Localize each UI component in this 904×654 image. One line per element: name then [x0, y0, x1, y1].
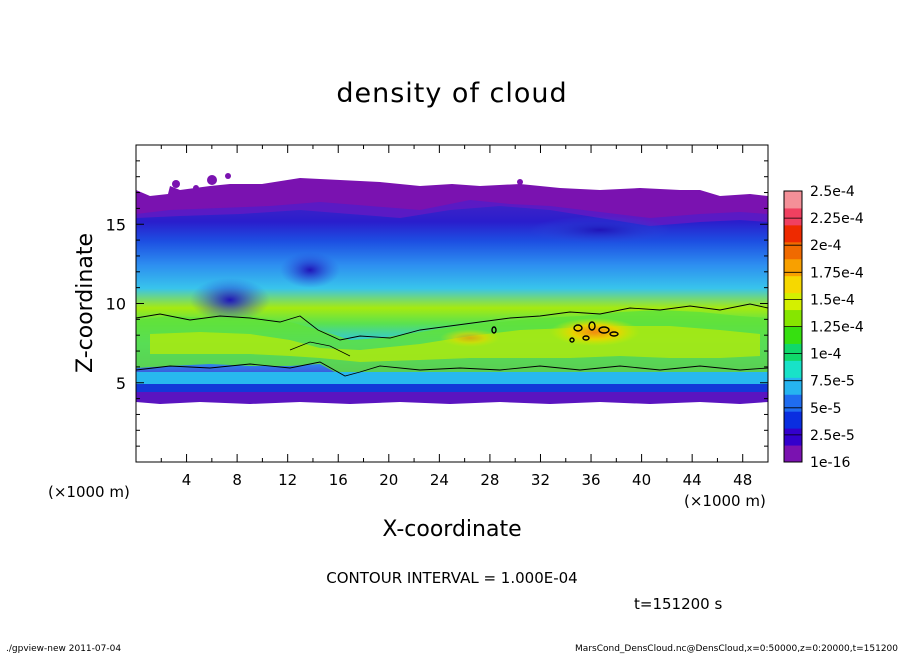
colorbar: 1e-16 2.5e-5 5e-5 7.5e-5 1e-4 1.25e-4 1.5e-4 1.…: [783, 184, 864, 471]
x-tick-label: 36: [581, 471, 600, 489]
colorbar-label: 2.5e-4: [810, 184, 855, 200]
cloud-base-purple: [136, 392, 768, 404]
colorbar-swatch: [784, 258, 802, 277]
contour-line-lower: [136, 361, 768, 377]
peak-contours: [491, 321, 619, 343]
y-tick-label: 5: [116, 374, 126, 393]
colorbar-label: 1.25e-4: [810, 320, 864, 336]
x-axis-ticks: 4 8 12 16 20 24 28 32 36 40 44 48: [160, 145, 752, 489]
colorbar-label: 7.5e-5: [810, 374, 855, 390]
colorbar-swatch: [784, 343, 802, 361]
colorbar-swatch: [784, 411, 802, 429]
y-axis-label: Z-coordinate: [73, 233, 98, 373]
hot-spot: [550, 318, 640, 346]
x-tick-label: 8: [232, 471, 242, 489]
x-tick-label: 48: [733, 471, 752, 489]
colorbar-swatch: [784, 360, 802, 378]
dark-region-1: [190, 278, 270, 322]
colorbar-label: 1.5e-4: [810, 292, 855, 308]
x-tick-label: 32: [531, 471, 550, 489]
colorbar-label: 1e-16: [810, 455, 850, 471]
colorbar-swatch: [784, 292, 802, 311]
chart-title: density of cloud: [336, 78, 567, 109]
colorbar-swatch: [784, 394, 802, 412]
colorbar-label: 2.25e-4: [810, 211, 864, 227]
colorbar-swatch: [784, 428, 802, 446]
cloud-fragments: [172, 173, 740, 204]
x-tick-label: 20: [379, 471, 398, 489]
y-axis-ticks: 5 10 15: [106, 160, 768, 447]
colorbar-label: 1.75e-4: [810, 265, 864, 281]
colorbar-swatch: [784, 445, 802, 463]
y-tick-label: 15: [106, 215, 126, 234]
colorbar-label: 5e-5: [810, 401, 841, 417]
colorbar-swatch: [784, 207, 802, 226]
x-tick-label: 40: [632, 471, 651, 489]
colorbar-label: 2.5e-5: [810, 428, 855, 444]
x-unit-left: (×1000 m): [48, 483, 130, 501]
colorbar-swatch: [784, 326, 802, 344]
colorbar-swatch: [784, 275, 802, 294]
contour-interval-label: CONTOUR INTERVAL = 1.000E-04: [326, 569, 577, 587]
dark-region-3: [530, 216, 670, 244]
x-tick-label: 4: [182, 471, 192, 489]
colorbar-label: 1e-4: [810, 347, 842, 363]
x-tick-label: 28: [480, 471, 499, 489]
hot-spot-2: [440, 329, 500, 347]
footer-right: MarsCond_DensCloud.nc@DensCloud,x=0:5000…: [575, 644, 898, 654]
x-unit-right: (×1000 m): [684, 492, 766, 510]
x-tick-label: 12: [278, 471, 297, 489]
colorbar-swatch: [784, 224, 802, 243]
x-tick-label: 24: [430, 471, 449, 489]
y-tick-label: 10: [106, 295, 126, 314]
dark-region-2: [280, 252, 340, 288]
colorbar-swatch: [784, 191, 802, 209]
time-label: t=151200 s: [634, 595, 722, 613]
footer-left: ./gpview-new 2011-07-04: [6, 644, 121, 654]
cloud-base-blue: [136, 384, 768, 392]
cloud-base-cyan: [136, 372, 768, 384]
colorbar-swatch: [784, 377, 802, 395]
x-tick-label: 44: [683, 471, 702, 489]
colorbar-swatch: [784, 309, 802, 327]
colorbar-swatch: [784, 241, 802, 260]
x-axis-label: X-coordinate: [382, 517, 521, 542]
x-tick-label: 16: [329, 471, 348, 489]
contour-line-upper: [136, 303, 768, 341]
heatmap-plot: [136, 173, 768, 404]
contour-line-mid: [289, 341, 351, 357]
colorbar-label: 2e-4: [810, 238, 842, 254]
